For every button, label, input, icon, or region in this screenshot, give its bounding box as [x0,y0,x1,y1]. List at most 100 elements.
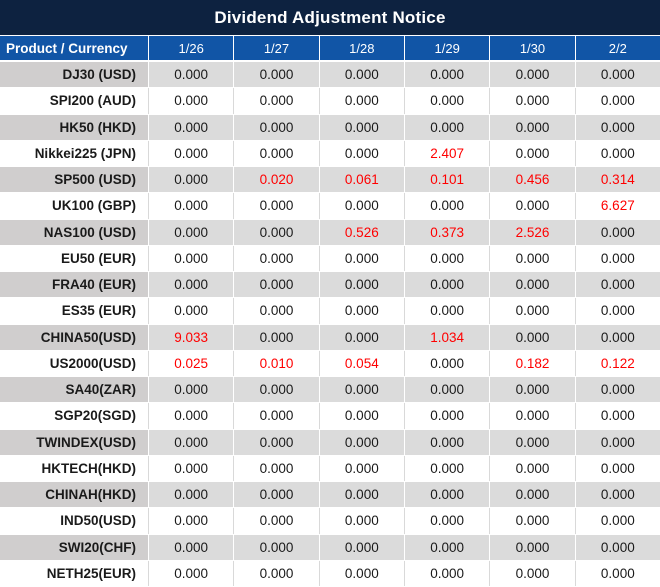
dividend-value-cell: 0.000 [574,455,660,481]
table-row: UK100 (GBP) 0.000 0.000 0.000 0.000 0.000 6.62… [0,193,660,219]
dividend-value-cell: 0.000 [233,88,318,114]
dividend-value-cell: 0.000 [233,403,318,429]
dividend-value-cell: 0.000 [489,560,574,586]
dividend-value-cell: 0.000 [148,62,234,88]
dividend-value-cell: 0.000 [148,560,233,586]
dividend-value-cell: 0.000 [148,245,233,271]
dividend-value-cell: 0.000 [148,429,234,455]
dividend-value-cell: 0.000 [318,193,404,219]
table-row: DJ30 (USD) 0.000 0.000 0.000 0.000 0.000 0.000 [0,61,660,89]
dividend-value-cell: 0.025 [148,350,233,376]
table-row: SP500 (USD) 0.000 0.020 0.061 0.101 0.456 0.31… [0,166,660,194]
table-row: SPI200 (AUD) 0.000 0.000 0.000 0.000 0.000 0.0… [0,88,660,114]
product-cell: HKTECH(HKD) [41,460,137,476]
dividend-value-cell: 0.456 [489,167,575,193]
dividend-value-cell: 0.000 [489,272,575,298]
dividend-value-cell: 0.000 [318,140,404,166]
dividend-value-cell: 0.314 [574,167,660,193]
product-cell: US2000(USD) [49,355,136,371]
dividend-value-cell: 0.000 [233,62,319,88]
dividend-value-cell: 0.000 [404,429,490,455]
table-row: NAS100 (USD) 0.000 0.000 0.526 0.373 2.526 0.0… [0,218,660,246]
dividend-value-cell: 9.033 [148,324,234,350]
dividend-value-cell: 0.000 [404,455,489,481]
dividend-value-cell: 0.000 [404,62,490,88]
dividend-value-cell: 0.526 [318,219,404,245]
date-header: 1/28 [318,36,404,60]
product-cell: SWI20(CHF) [0,534,148,560]
table-row: US2000(USD) 0.025 0.010 0.054 0.000 0.182 0.12… [0,350,660,376]
dividend-value-cell: 0.000 [574,245,660,271]
dividend-value-cell: 0.000 [233,219,319,245]
dividend-value-cell: 0.000 [404,350,489,376]
dividend-value-cell: 0.000 [489,245,574,271]
dividend-value-cell: 0.000 [318,272,404,298]
dividend-value-cell: 0.010 [233,350,318,376]
date-header: 1/30 [489,36,574,60]
dividend-value-cell: 0.000 [233,140,318,166]
table-row: SA40(ZAR) 0.000 0.000 0.000 0.000 0.000 0.000 [0,376,660,404]
product-cell: CHINAH(HKD) [0,482,148,508]
dividend-value-cell: 0.000 [404,534,490,560]
dividend-value-cell: 0.000 [574,429,660,455]
dividend-value-cell: 0.000 [233,298,318,324]
dividend-value-cell: 0.000 [318,560,404,586]
dividend-value-cell: 0.000 [233,508,318,534]
dividend-value-cell: 0.000 [574,88,660,114]
dividend-value-cell: 0.000 [489,482,575,508]
table-row: IND50(USD) 0.000 0.000 0.000 0.000 0.000 0.000 [0,508,660,534]
dividend-value-cell: 0.000 [489,377,575,403]
dividend-value-cell: 0.000 [404,560,489,586]
dividend-value-cell: 0.000 [574,377,660,403]
dividend-value-cell: 0.000 [233,245,318,271]
dividend-value-cell: 0.000 [489,324,575,350]
dividend-value-cell: 0.000 [574,62,660,88]
table-row: FRA40 (EUR) 0.000 0.000 0.000 0.000 0.000 0.00… [0,271,660,299]
dividend-value-cell: 0.000 [233,114,319,140]
dividend-value-cell: 0.000 [489,298,574,324]
dividend-value-cell: 0.000 [233,455,318,481]
product-cell: IND50(USD) [60,513,136,529]
dividend-value-cell: 0.000 [574,114,660,140]
product-cell: SP500 (USD) [0,167,148,193]
dividend-value-cell: 0.000 [318,324,404,350]
table-row: HKTECH(HKD) 0.000 0.000 0.000 0.000 0.000 0.00… [0,455,660,481]
table-row: NETH25(EUR) 0.000 0.000 0.000 0.000 0.000 0.00… [0,560,660,586]
dividend-value-cell: 0.000 [404,245,489,271]
dividend-value-cell: 0.000 [318,298,404,324]
product-cell: TWINDEX(USD) [0,429,148,455]
dividend-value-cell: 0.000 [574,534,660,560]
dividend-value-cell: 0.020 [233,167,319,193]
dividend-value-cell: 0.000 [318,482,404,508]
dividend-value-cell: 0.000 [318,114,404,140]
dividend-value-cell: 0.000 [148,403,233,429]
table-body: DJ30 (USD) 0.000 0.000 0.000 0.000 0.000 0.000… [0,61,660,586]
dividend-value-cell: 0.000 [574,508,660,534]
dividend-value-cell: 0.373 [404,219,490,245]
dividend-value-cell: 0.000 [148,114,234,140]
dividend-value-cell: 0.000 [148,219,234,245]
table-row: CHINAH(HKD) 0.000 0.000 0.000 0.000 0.000 0.00… [0,481,660,509]
product-cell: UK100 (GBP) [51,198,136,214]
product-cell: SGP20(SGD) [54,408,136,424]
dividend-value-cell: 0.000 [574,560,660,586]
dividend-value-cell: 0.000 [489,429,575,455]
dividend-value-cell: 0.000 [489,403,574,429]
date-header: 1/27 [233,36,318,60]
dividend-value-cell: 0.000 [574,298,660,324]
dividend-value-cell: 0.000 [318,508,404,534]
dividend-value-cell: 0.000 [574,219,660,245]
product-cell: NETH25(EUR) [46,565,136,581]
product-cell: SPI200 (AUD) [49,93,136,109]
table-row: Nikkei225 (JPN) 0.000 0.000 0.000 2.407 0.000… [0,140,660,166]
dividend-value-cell: 0.000 [574,324,660,350]
table-row: HK50 (HKD) 0.000 0.000 0.000 0.000 0.000 0.000 [0,113,660,141]
dividend-value-cell: 0.000 [489,140,574,166]
dividend-value-cell: 0.000 [318,88,404,114]
dividend-value-cell: 0.000 [404,193,489,219]
dividend-value-cell: 0.000 [233,377,319,403]
dividend-value-cell: 0.000 [318,534,404,560]
dividend-value-cell: 0.000 [574,140,660,166]
dividend-value-cell: 0.000 [318,403,404,429]
dividend-value-cell: 6.627 [574,193,660,219]
